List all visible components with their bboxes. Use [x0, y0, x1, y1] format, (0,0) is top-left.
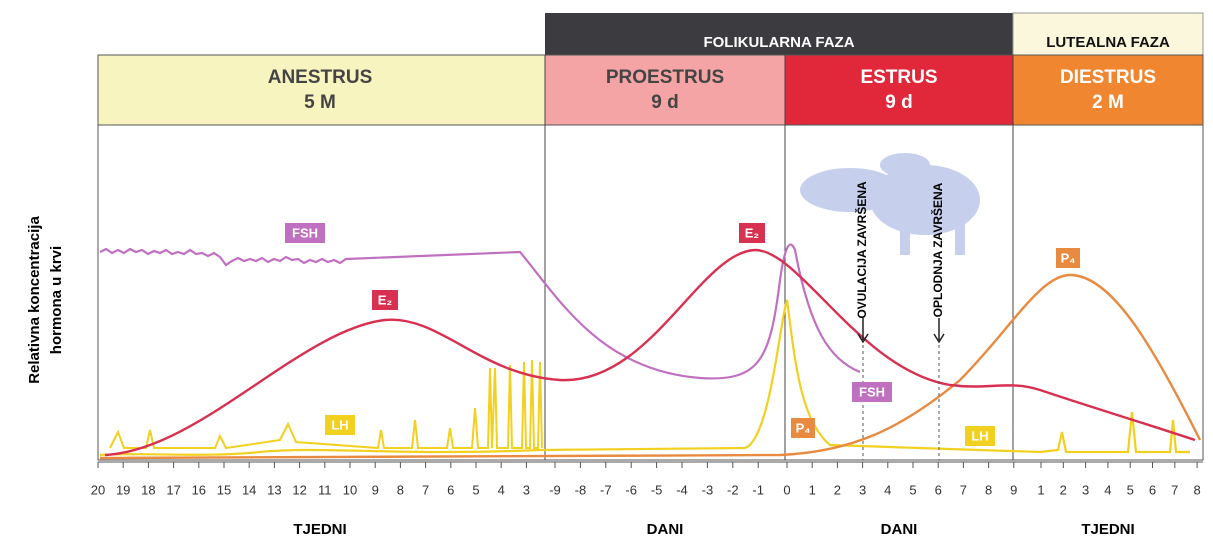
- unit-label: TJEDNI: [1081, 521, 1134, 538]
- y-axis-label: Relativna koncentracija: [26, 216, 43, 384]
- x-tick-label: 5: [472, 482, 479, 497]
- x-tick-label: 15: [217, 482, 231, 497]
- curve-label-bg: [791, 418, 815, 438]
- fsh-curve: [99, 243, 861, 380]
- x-tick-label: 18: [141, 482, 155, 497]
- x-tick-label: -9: [549, 482, 561, 497]
- curve-label-bg: [1056, 248, 1080, 268]
- x-tick-label: 4: [1104, 482, 1111, 497]
- frame: [97, 54, 1204, 461]
- x-tick-label: 5: [1127, 482, 1134, 497]
- x-tick-label: 9: [372, 482, 379, 497]
- x-tick-label: 16: [192, 482, 206, 497]
- x-tick-label: -7: [600, 482, 612, 497]
- x-tick-label: 3: [523, 482, 530, 497]
- curve-label: FSH: [292, 225, 318, 240]
- stage-name: ESTRUS: [860, 67, 937, 88]
- unit-label: DANI: [881, 521, 918, 538]
- curve-label-bg: [739, 223, 765, 243]
- stage-duration: 9 d: [651, 92, 678, 113]
- unit-label: DANI: [647, 521, 684, 538]
- x-tick-label: -5: [651, 482, 663, 497]
- stage-box: [545, 55, 785, 125]
- curve-label: E₂: [378, 292, 393, 307]
- arrows: [857, 318, 945, 344]
- x-tick-label: 3: [859, 482, 866, 497]
- x-tick-label: 11: [318, 482, 332, 497]
- p4-curve: [99, 273, 1202, 460]
- luteal-band: [1012, 12, 1204, 56]
- stage-duration: 9 d: [885, 92, 912, 113]
- phase-label: FOLIKULARNA FAZA: [703, 34, 854, 51]
- curve-label-bg: [965, 426, 995, 446]
- annotation: OVULACIJA ZAVRŠENA: [854, 181, 869, 319]
- x-tick-label: 4: [498, 482, 505, 497]
- unit-label: TJEDNI: [293, 521, 346, 538]
- x-tick-label: 5: [909, 482, 916, 497]
- x-tick-label: 7: [960, 482, 967, 497]
- curve-label: E₂: [745, 225, 760, 240]
- stage-box: [1013, 55, 1203, 125]
- stage-name: DIESTRUS: [1060, 67, 1156, 88]
- curve-label-bg: [325, 415, 355, 435]
- x-tick-label: 3: [1082, 482, 1089, 497]
- curve-label: FSH: [859, 384, 885, 399]
- x-tick-label: -1: [752, 482, 764, 497]
- x-tick-label: 17: [166, 482, 180, 497]
- curve-label-bg: [852, 382, 892, 402]
- x-tick-label: 7: [1171, 482, 1178, 497]
- x-tick-label: 2: [834, 482, 841, 497]
- x-tick-label: 13: [267, 482, 281, 497]
- x-tick-label: 1: [809, 482, 816, 497]
- lh-curve: [99, 299, 1190, 457]
- x-tick-label: -6: [625, 482, 637, 497]
- x-tick-label: 10: [343, 482, 357, 497]
- x-tick-label: 12: [292, 482, 306, 497]
- curve-label: P₄: [796, 420, 811, 435]
- x-tick-label: 0: [783, 482, 790, 497]
- x-tick-label: 8: [985, 482, 992, 497]
- x-tick-label: 20: [91, 482, 105, 497]
- x-tick-label: 19: [116, 482, 130, 497]
- stage-duration: 2 M: [1092, 92, 1124, 113]
- x-tick-label: 4: [884, 482, 891, 497]
- folicular-band: [545, 13, 1013, 55]
- x-tick-label: 8: [397, 482, 404, 497]
- phase-label: LUTEALNA FAZA: [1046, 34, 1170, 51]
- curve-label-bg: [372, 290, 398, 310]
- dog-silhouette: [800, 153, 980, 255]
- curve-label: P₄: [1061, 250, 1076, 265]
- x-tick-label: 6: [1149, 482, 1156, 497]
- x-tick-label: 9: [1010, 482, 1017, 497]
- x-tick-label: -2: [727, 482, 739, 497]
- x-tick-label: 6: [935, 482, 942, 497]
- x-tick-label: 1: [1037, 482, 1044, 497]
- x-tick-label: -4: [676, 482, 688, 497]
- y-axis-label: hormona u krvi: [48, 246, 65, 354]
- stage-duration: 5 M: [304, 92, 336, 113]
- stage-box: [785, 55, 1013, 125]
- x-tick-label: 14: [242, 482, 256, 497]
- stage-name: ANESTRUS: [268, 67, 373, 88]
- curve-label: LH: [971, 428, 988, 443]
- stage-name: PROESTRUS: [606, 67, 724, 88]
- stage-box: [98, 55, 545, 125]
- curve-label: LH: [331, 417, 348, 432]
- e2-curve: [104, 248, 1196, 457]
- x-tick-label: 2: [1060, 482, 1067, 497]
- x-tick-label: 7: [422, 482, 429, 497]
- x-tick-label: -3: [702, 482, 714, 497]
- curve-label-bg: [285, 223, 325, 243]
- lh-spikes: [109, 359, 543, 450]
- x-tick-label: 8: [1193, 482, 1200, 497]
- x-tick-label: 6: [447, 482, 454, 497]
- annotation: OPLODNJA ZAVRŠENA: [930, 182, 945, 317]
- x-tick-label: -8: [575, 482, 587, 497]
